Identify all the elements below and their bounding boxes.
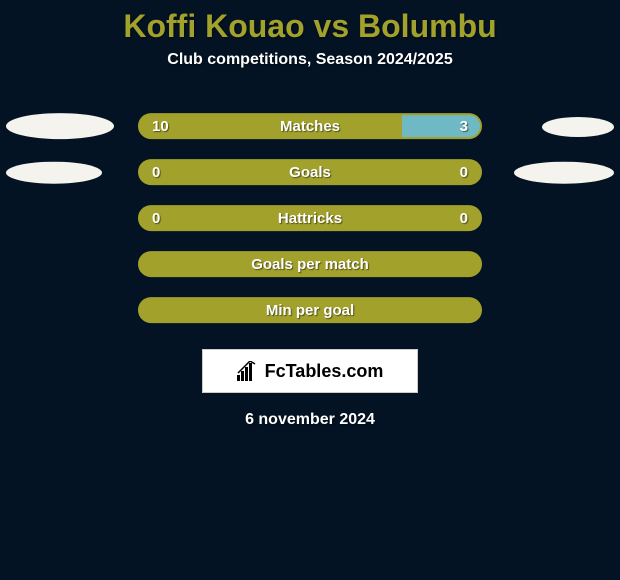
stat-label: Hattricks	[140, 207, 480, 229]
brand-text: FcTables.com	[265, 361, 384, 382]
stat-bar: Goals per match	[138, 251, 482, 277]
stat-row: Min per goal	[0, 291, 620, 337]
stat-bar: 103Matches	[138, 113, 482, 139]
stat-row: Goals per match	[0, 245, 620, 291]
player-left-ellipse	[6, 113, 114, 139]
comparison-infographic: Koffi Kouao vs Bolumbu Club competitions…	[0, 0, 620, 580]
stat-label: Goals	[140, 161, 480, 183]
page-title: Koffi Kouao vs Bolumbu	[0, 0, 620, 45]
stat-label: Matches	[140, 115, 480, 137]
player-right-ellipse	[514, 162, 614, 184]
brand-box: FcTables.com	[202, 349, 418, 393]
stat-row: 00Hattricks	[0, 199, 620, 245]
stat-bar: 00Hattricks	[138, 205, 482, 231]
brand-chart-icon	[237, 361, 259, 381]
player-right-ellipse	[542, 117, 614, 137]
stat-label: Goals per match	[140, 253, 480, 275]
footer-date: 6 november 2024	[0, 411, 620, 429]
stat-bar: 00Goals	[138, 159, 482, 185]
stat-rows: 103Matches 00Goals 00Hattricks Goals per ma…	[0, 107, 620, 337]
player-left-ellipse	[6, 162, 102, 184]
subtitle: Club competitions, Season 2024/2025	[0, 51, 620, 69]
stat-row: 00Goals	[0, 153, 620, 199]
stat-row: 103Matches	[0, 107, 620, 153]
stat-bar: Min per goal	[138, 297, 482, 323]
stat-label: Min per goal	[140, 299, 480, 321]
